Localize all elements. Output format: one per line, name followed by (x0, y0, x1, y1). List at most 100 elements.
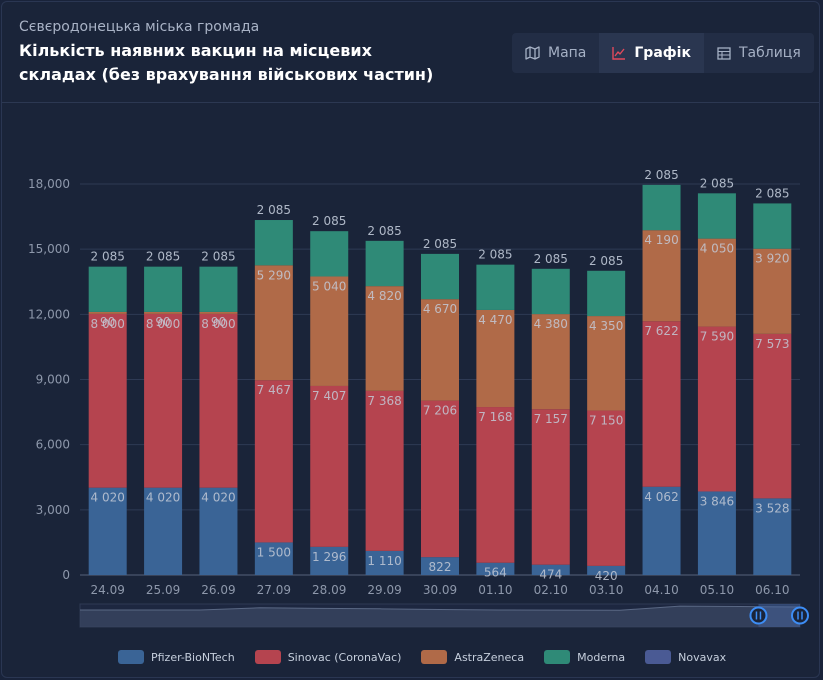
bar-segment (88, 266, 127, 312)
bar-segment (587, 270, 626, 317)
bar-segment (421, 299, 459, 401)
bar-segment (753, 498, 792, 575)
data-label: 822 (429, 560, 452, 574)
bar-segment (421, 253, 459, 300)
bar-segment (365, 240, 404, 287)
data-label: 4 380 (534, 317, 568, 331)
bar-segment (642, 486, 681, 575)
legend-label-sinovac: Sinovac (CoronaVac) (287, 650, 402, 664)
x-tick-label: 29.09 (367, 583, 401, 597)
bar-segment (697, 193, 736, 239)
data-label: 474 (539, 568, 562, 582)
bar-segment (531, 268, 570, 315)
data-label: 2 085 (91, 250, 125, 264)
data-label: 3 920 (755, 252, 789, 266)
x-tick-label: 04.10 (644, 583, 678, 597)
zoom-slider-selection[interactable] (758, 604, 800, 627)
bar-segment (587, 565, 626, 575)
data-label: 1 110 (367, 554, 401, 568)
tab-table-label: Таблиця (738, 45, 801, 61)
legend-swatch-moderna (544, 650, 571, 664)
bar-segment (254, 380, 293, 543)
legend-label-moderna: Moderna (577, 650, 626, 664)
data-label: 4 190 (644, 233, 678, 247)
data-label: 3 528 (755, 501, 789, 515)
bar-segment (642, 184, 681, 231)
tab-map[interactable]: Мапа (512, 33, 600, 73)
bar-segment (642, 321, 681, 487)
data-label: 7 206 (423, 404, 457, 418)
legend-swatch-astrazeneca (421, 650, 448, 664)
legend-label-novavax: Novavax (678, 650, 727, 664)
bar-segment (531, 564, 570, 575)
x-tick-label: 30.09 (423, 583, 457, 597)
bar-segment (199, 487, 238, 575)
chart-legend: Pfizer-BioNTech Sinovac (CoronaVac) Astr… (118, 650, 746, 664)
bar-segment (421, 557, 459, 575)
page-subtitle: Сєвєродонецька міська громада (19, 19, 260, 35)
data-label: 5 290 (257, 268, 291, 282)
data-label: 2 085 (589, 254, 623, 268)
data-label: 90 (155, 315, 170, 329)
tab-map-label: Мапа (548, 45, 587, 61)
x-tick-label: 24.09 (91, 583, 125, 597)
data-label: 4 050 (700, 242, 734, 256)
bar-segment (365, 550, 404, 575)
y-tick-label: 9,000 (36, 373, 70, 387)
bar-segment (88, 311, 127, 314)
data-label: 4 020 (146, 491, 180, 505)
data-label: 2 085 (423, 237, 457, 251)
panel-header: Сєвєродонецька міська громада Кількість … (2, 2, 819, 103)
data-label: 1 500 (257, 545, 291, 559)
legend-item-astrazeneca[interactable]: AstraZeneca (421, 650, 524, 664)
data-label: 1 296 (312, 550, 346, 564)
data-label: 2 085 (201, 250, 235, 264)
data-label: 7 622 (644, 324, 678, 338)
bar-segment (199, 313, 238, 488)
data-label: 564 (484, 566, 507, 580)
bar-segment (144, 313, 183, 488)
view-tabs: Мапа Графік Таблиця (512, 33, 814, 73)
data-label: 7 150 (589, 414, 623, 428)
data-label: 420 (595, 569, 618, 583)
data-label: 4 020 (91, 491, 125, 505)
zoom-slider-preview (80, 606, 800, 627)
stacked-bar-chart: 0 3,000 6,000 9,000 12,000 15,000 18,000 4 020 8… (28, 168, 809, 628)
bar-segment (476, 309, 515, 408)
data-label: 4 350 (589, 319, 623, 333)
legend-item-moderna[interactable]: Moderna (544, 650, 625, 664)
legend-swatch-pfizer (118, 650, 144, 664)
data-label: 7 368 (367, 394, 401, 408)
data-label: 4 020 (201, 491, 235, 505)
data-label: 2 085 (700, 176, 734, 190)
x-tick-label: 06.10 (755, 583, 789, 597)
bar-segment (310, 546, 349, 575)
bar-segment (144, 266, 183, 312)
tab-chart[interactable]: Графік (599, 33, 704, 73)
bar-segment (753, 333, 792, 499)
x-tick-label: 26.09 (201, 583, 235, 597)
tab-table[interactable]: Таблиця (703, 33, 814, 73)
bar-segment (476, 264, 515, 310)
zoom-handle-left[interactable] (749, 606, 768, 625)
data-label: 8 000 (146, 317, 180, 331)
y-tick-label: 18,000 (28, 177, 70, 191)
bar-segment (531, 409, 570, 565)
bar-segment (199, 266, 238, 312)
zoom-handle-right[interactable] (791, 606, 809, 625)
bar-segment (254, 265, 293, 381)
bar-segment (587, 410, 626, 566)
bar-segment (753, 203, 792, 249)
data-label: 7 407 (312, 389, 346, 403)
data-label: 90 (100, 315, 115, 329)
x-tick-label: 25.09 (146, 583, 180, 597)
table-icon (717, 46, 731, 60)
data-label: 5 040 (312, 279, 346, 293)
bar-segment (254, 220, 293, 266)
legend-item-pfizer[interactable]: Pfizer-BioNTech (118, 650, 235, 664)
legend-item-sinovac[interactable]: Sinovac (CoronaVac) (254, 650, 402, 664)
data-label: 4 470 (478, 313, 512, 327)
data-label: 2 085 (644, 168, 678, 182)
legend-item-novavax[interactable]: Novavax (645, 650, 726, 664)
